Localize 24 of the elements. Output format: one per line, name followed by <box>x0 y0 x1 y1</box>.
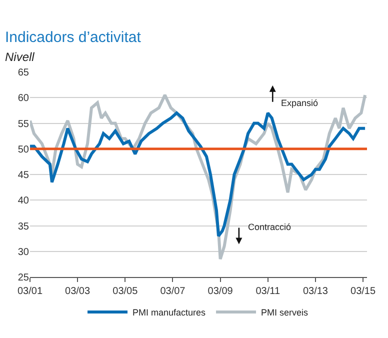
y-axis-title: Nivell <box>5 50 35 64</box>
x-tick-label: 03/15 <box>350 286 376 297</box>
y-tick-label: 55 <box>18 118 30 130</box>
x-tick-label: 03/05 <box>112 286 138 297</box>
annotation: Contracció <box>248 222 292 232</box>
y-tick-label: 45 <box>18 170 30 181</box>
line-series <box>30 112 367 238</box>
x-tick-label: 03/01 <box>17 286 43 297</box>
x-tick-label: 03/13 <box>302 286 328 297</box>
x-tick-label: 03/11 <box>256 286 280 297</box>
y-tick-label: 30 <box>18 246 30 258</box>
y-tick-label: 50 <box>18 144 30 156</box>
chart-title: Indicadors d’activitat <box>5 29 142 46</box>
y-tick-label: 40 <box>18 196 30 207</box>
x-tick-label: 03/09 <box>208 286 234 297</box>
x-tick-label: 03/03 <box>65 286 90 297</box>
y-tick-label: 65 <box>18 68 30 78</box>
y-tick-label: 25 <box>18 272 30 284</box>
annotation: Expansió <box>281 98 318 108</box>
y-tick-label: 60 <box>18 93 30 104</box>
legend-label: PMI serveis <box>261 308 309 318</box>
y-tick-label: 35 <box>18 221 30 232</box>
x-tick-label: 03/07 <box>160 286 186 297</box>
legend-label: PMI manufactures <box>132 308 206 318</box>
